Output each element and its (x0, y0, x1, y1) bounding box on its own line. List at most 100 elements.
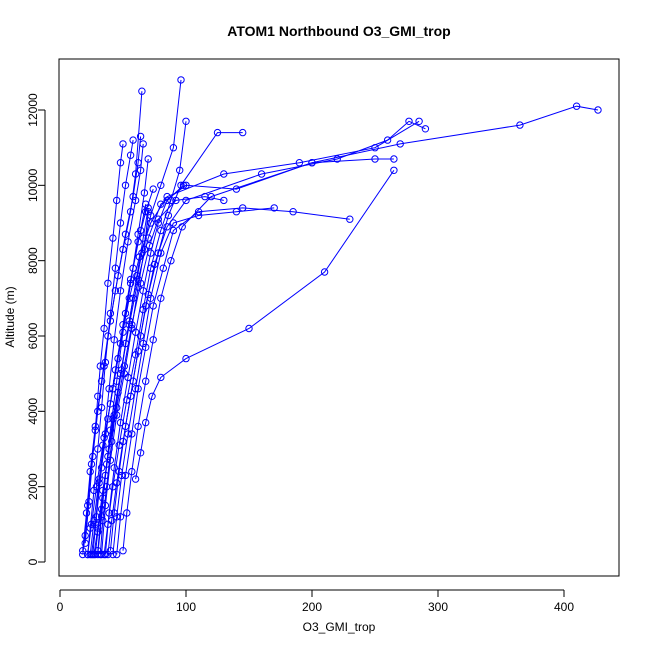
data-point (415, 117, 423, 126)
data-point (104, 550, 112, 559)
series-line (82, 143, 124, 555)
data-point (129, 264, 137, 272)
data-point (99, 486, 107, 495)
series-line (97, 158, 394, 551)
data-point (182, 196, 190, 205)
data-point (111, 264, 120, 272)
plot-frame (58, 58, 620, 577)
data-point (100, 362, 108, 370)
data-point (116, 418, 125, 427)
data-point (144, 234, 152, 242)
data-point (594, 106, 602, 114)
data-point (159, 264, 168, 272)
data-point (390, 155, 398, 163)
data-point (129, 136, 137, 144)
data-point (194, 208, 203, 216)
data-point (201, 192, 209, 201)
data-point (114, 354, 122, 363)
data-point (113, 403, 121, 412)
data-point (131, 385, 140, 393)
y-tick-label: 4000 (26, 398, 40, 425)
data-point (123, 509, 131, 517)
data-point (94, 524, 102, 532)
data-point (176, 166, 184, 175)
data-point (119, 547, 127, 555)
data-point (82, 509, 91, 517)
data-point (121, 309, 130, 318)
data-point (121, 181, 130, 190)
data-point (154, 215, 163, 223)
data-point (383, 136, 392, 144)
data-point (295, 159, 304, 167)
data-point (182, 117, 190, 126)
series-15 (104, 117, 430, 559)
data-point (121, 230, 130, 239)
data-point (126, 151, 135, 159)
data-point (136, 132, 145, 141)
data-point (104, 279, 112, 287)
data-point (113, 196, 121, 205)
data-point (113, 479, 121, 487)
plot-area (79, 76, 602, 559)
series-13 (113, 204, 354, 559)
data-point (136, 449, 145, 457)
data-point (139, 339, 147, 348)
series-line (92, 188, 154, 555)
data-point (124, 430, 132, 438)
y-axis-label: Altitude (m) (3, 286, 17, 347)
data-point (169, 219, 178, 227)
series-20 (101, 181, 188, 559)
data-point (134, 230, 142, 239)
data-point (421, 125, 430, 133)
data-point (232, 208, 241, 216)
series-line (122, 105, 599, 551)
data-point (94, 445, 102, 453)
x-tick-label: 100 (176, 600, 196, 614)
data-point (114, 272, 122, 280)
data-point (109, 550, 117, 559)
data-point (157, 373, 165, 382)
data-point (106, 400, 115, 408)
data-point (167, 257, 175, 265)
data-point (149, 185, 157, 193)
x-tick-label: 200 (302, 600, 322, 614)
series-16 (86, 117, 423, 559)
y-tick-label: 2000 (26, 473, 40, 500)
data-point (106, 309, 115, 318)
data-point (169, 144, 178, 152)
data-point (164, 211, 173, 220)
data-point (128, 467, 136, 476)
data-point (405, 117, 413, 126)
data-point (105, 445, 113, 453)
data-point (118, 471, 126, 480)
data-point (105, 509, 113, 517)
series-line (93, 196, 224, 555)
data-point (94, 392, 102, 400)
series-14 (94, 155, 398, 555)
data-point (390, 166, 398, 175)
data-point (113, 513, 121, 521)
data-point (134, 422, 142, 431)
data-point (134, 159, 142, 167)
data-point (110, 464, 118, 472)
data-point (154, 249, 163, 257)
data-point (149, 302, 157, 310)
data-point (119, 140, 127, 148)
data-point (116, 219, 125, 227)
data-point (125, 321, 134, 329)
data-point (89, 452, 97, 461)
series-line (87, 204, 147, 555)
series-line (89, 120, 420, 555)
data-point (108, 437, 116, 446)
x-axis-label: O3_GMI_trop (303, 620, 376, 634)
data-point (142, 377, 150, 385)
series-line (112, 207, 275, 555)
data-point (178, 223, 186, 231)
data-point (144, 155, 152, 163)
data-point (270, 204, 278, 212)
data-point (138, 87, 146, 95)
data-point (136, 226, 145, 235)
y-tick-label: 10000 (26, 168, 40, 202)
data-point (144, 208, 152, 216)
